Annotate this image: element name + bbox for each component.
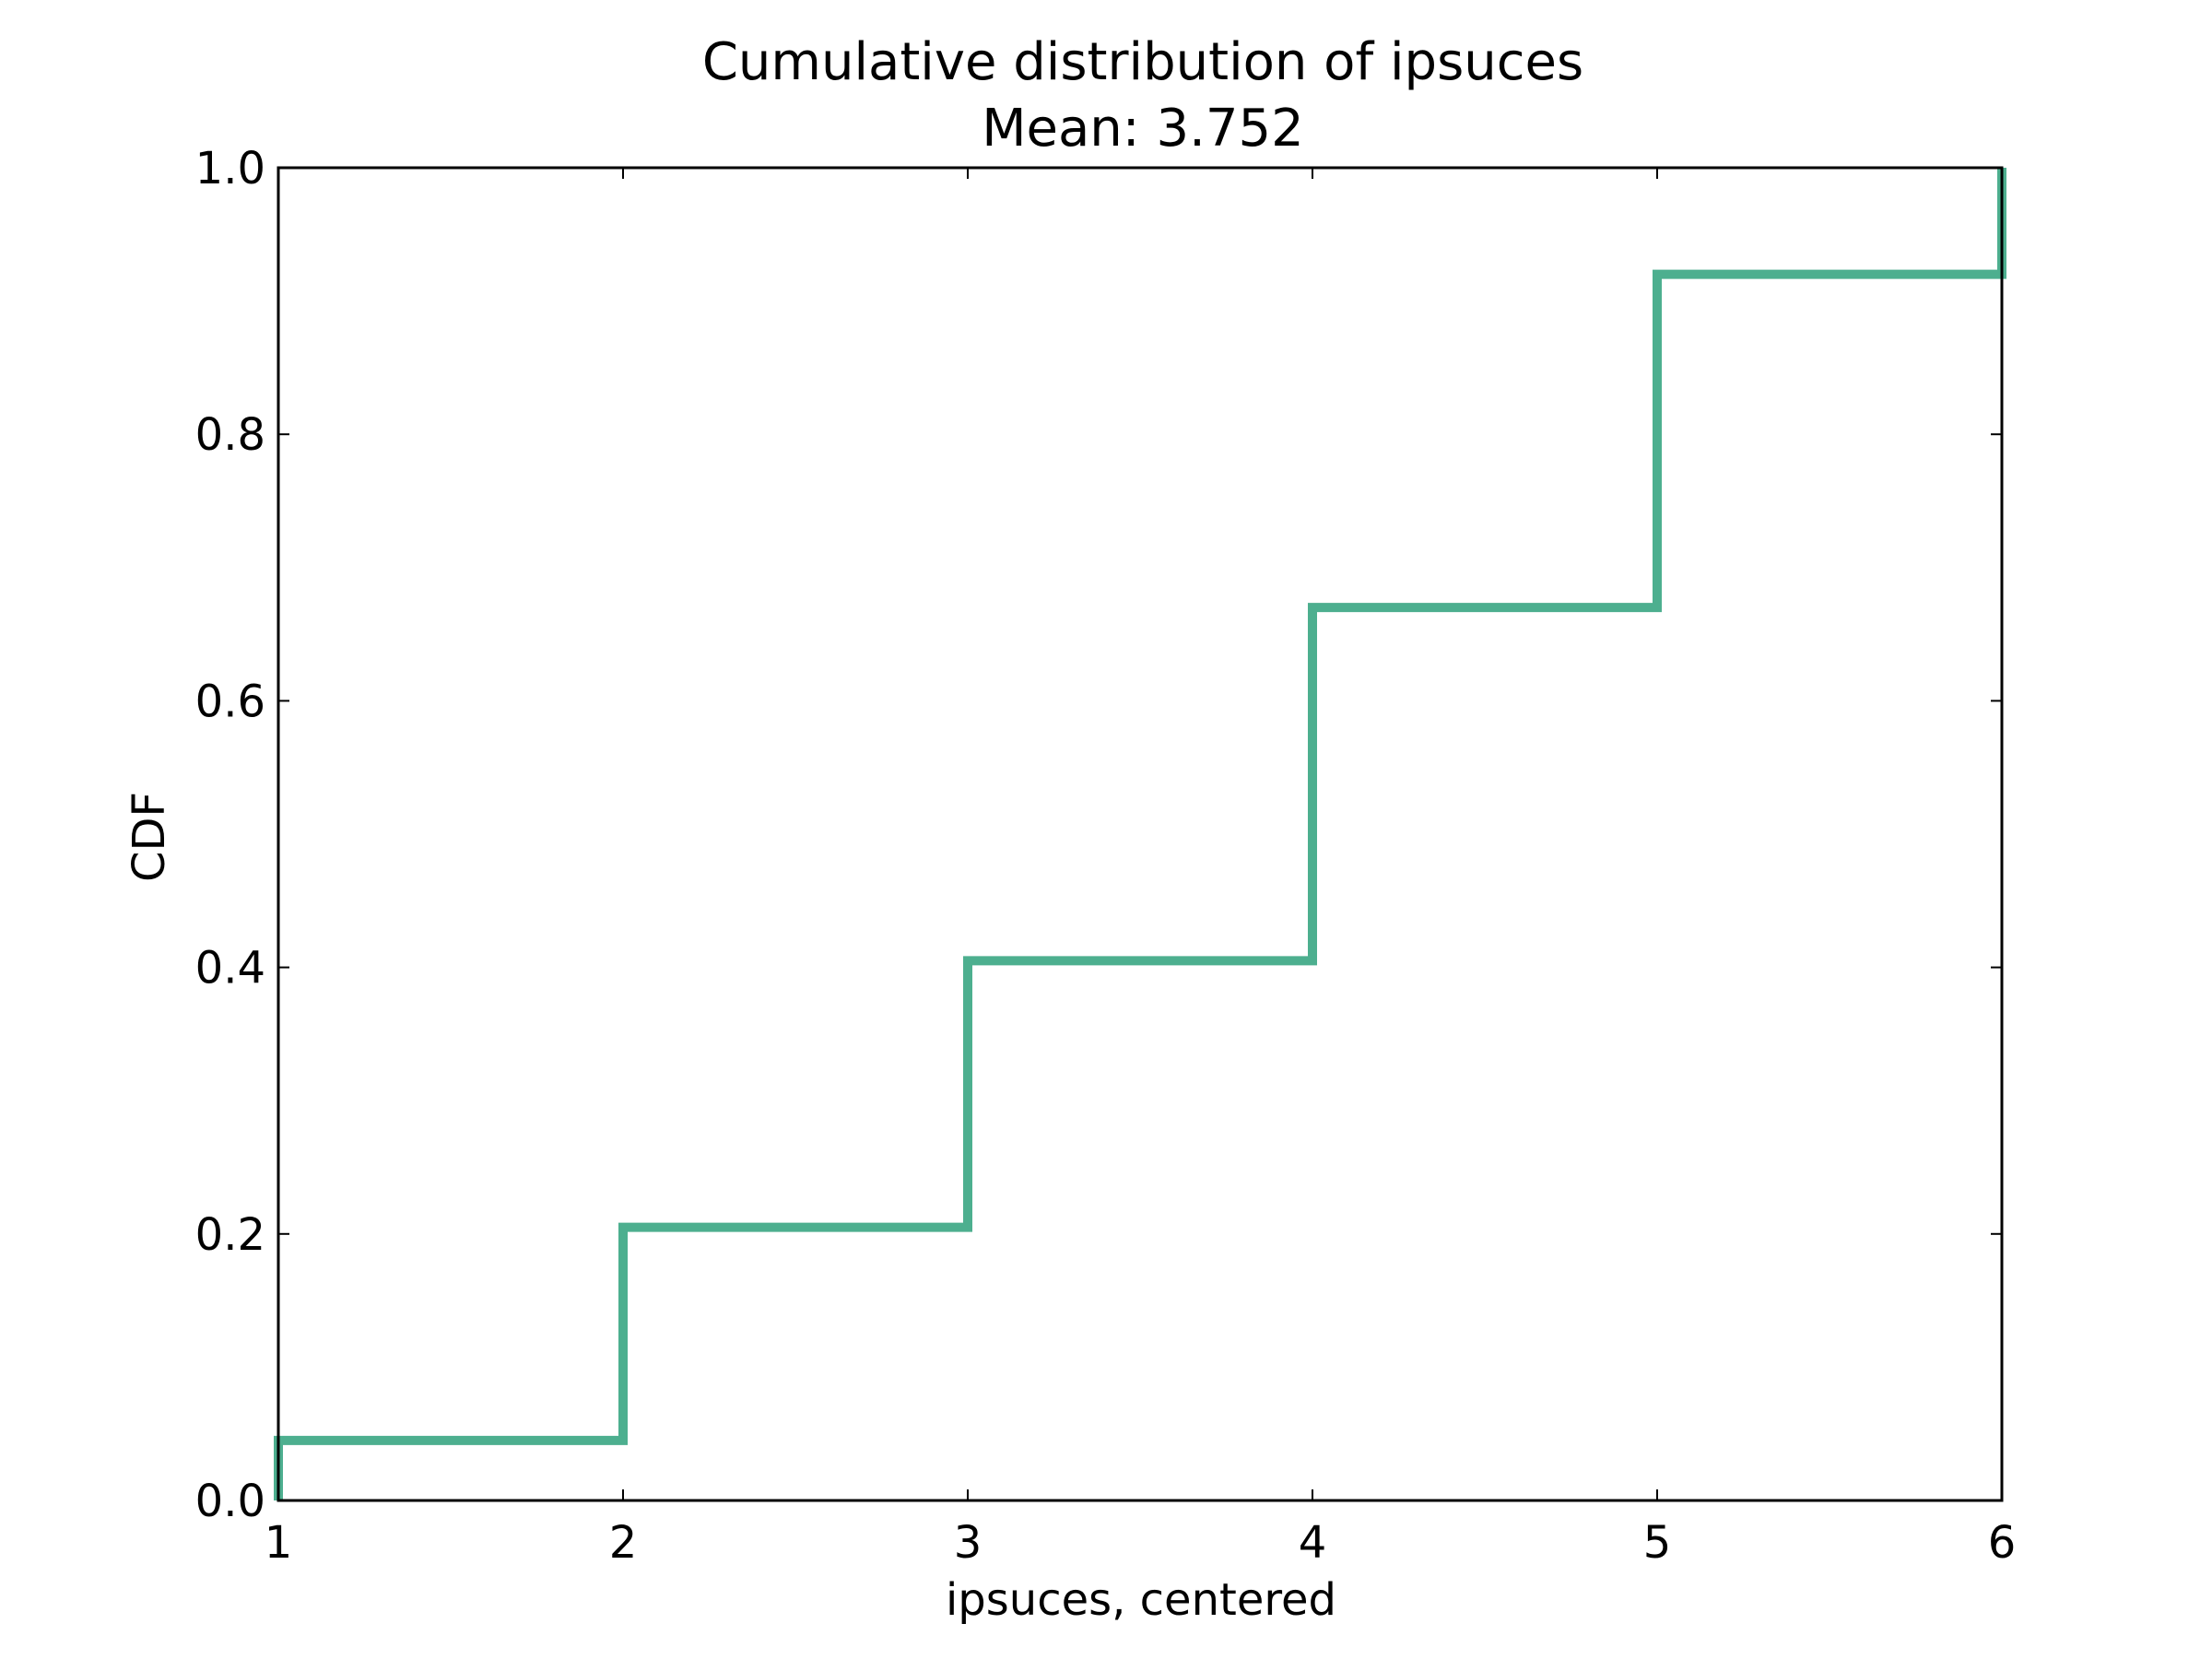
y-tick-label-1: 0.2: [195, 1209, 265, 1261]
x-tick-label-1: 2: [609, 1517, 638, 1569]
x-axis-label: ipsuces, centered: [946, 1574, 1336, 1626]
y-tick-label-0: 0.0: [195, 1476, 265, 1527]
chart-subtitle: Mean: 3.752: [982, 99, 1304, 159]
cdf-step-line-0: [274, 168, 2006, 1500]
y-tick-label-3: 0.6: [195, 676, 265, 727]
x-tick-label-2: 3: [954, 1517, 982, 1569]
x-tick-label-0: 1: [265, 1517, 293, 1569]
plot-frame: [276, 166, 2004, 1502]
y-tick-label-4: 0.8: [195, 409, 265, 461]
chart-title: Cumulative distribution of ipsuces: [702, 32, 1583, 92]
x-tick-label-3: 4: [1299, 1517, 1327, 1569]
plot-area: 1 2 3 4 5 6 0.0 0.2 0.4 0.6 0.8 1.0: [195, 143, 2017, 1569]
x-tick-label-4: 5: [1643, 1517, 1672, 1569]
y-tick-label-5: 1.0: [195, 143, 265, 194]
x-tick-label-5: 6: [1988, 1517, 2017, 1569]
y-tick-label-2: 0.4: [195, 943, 265, 994]
y-axis-label: CDF: [124, 792, 175, 882]
